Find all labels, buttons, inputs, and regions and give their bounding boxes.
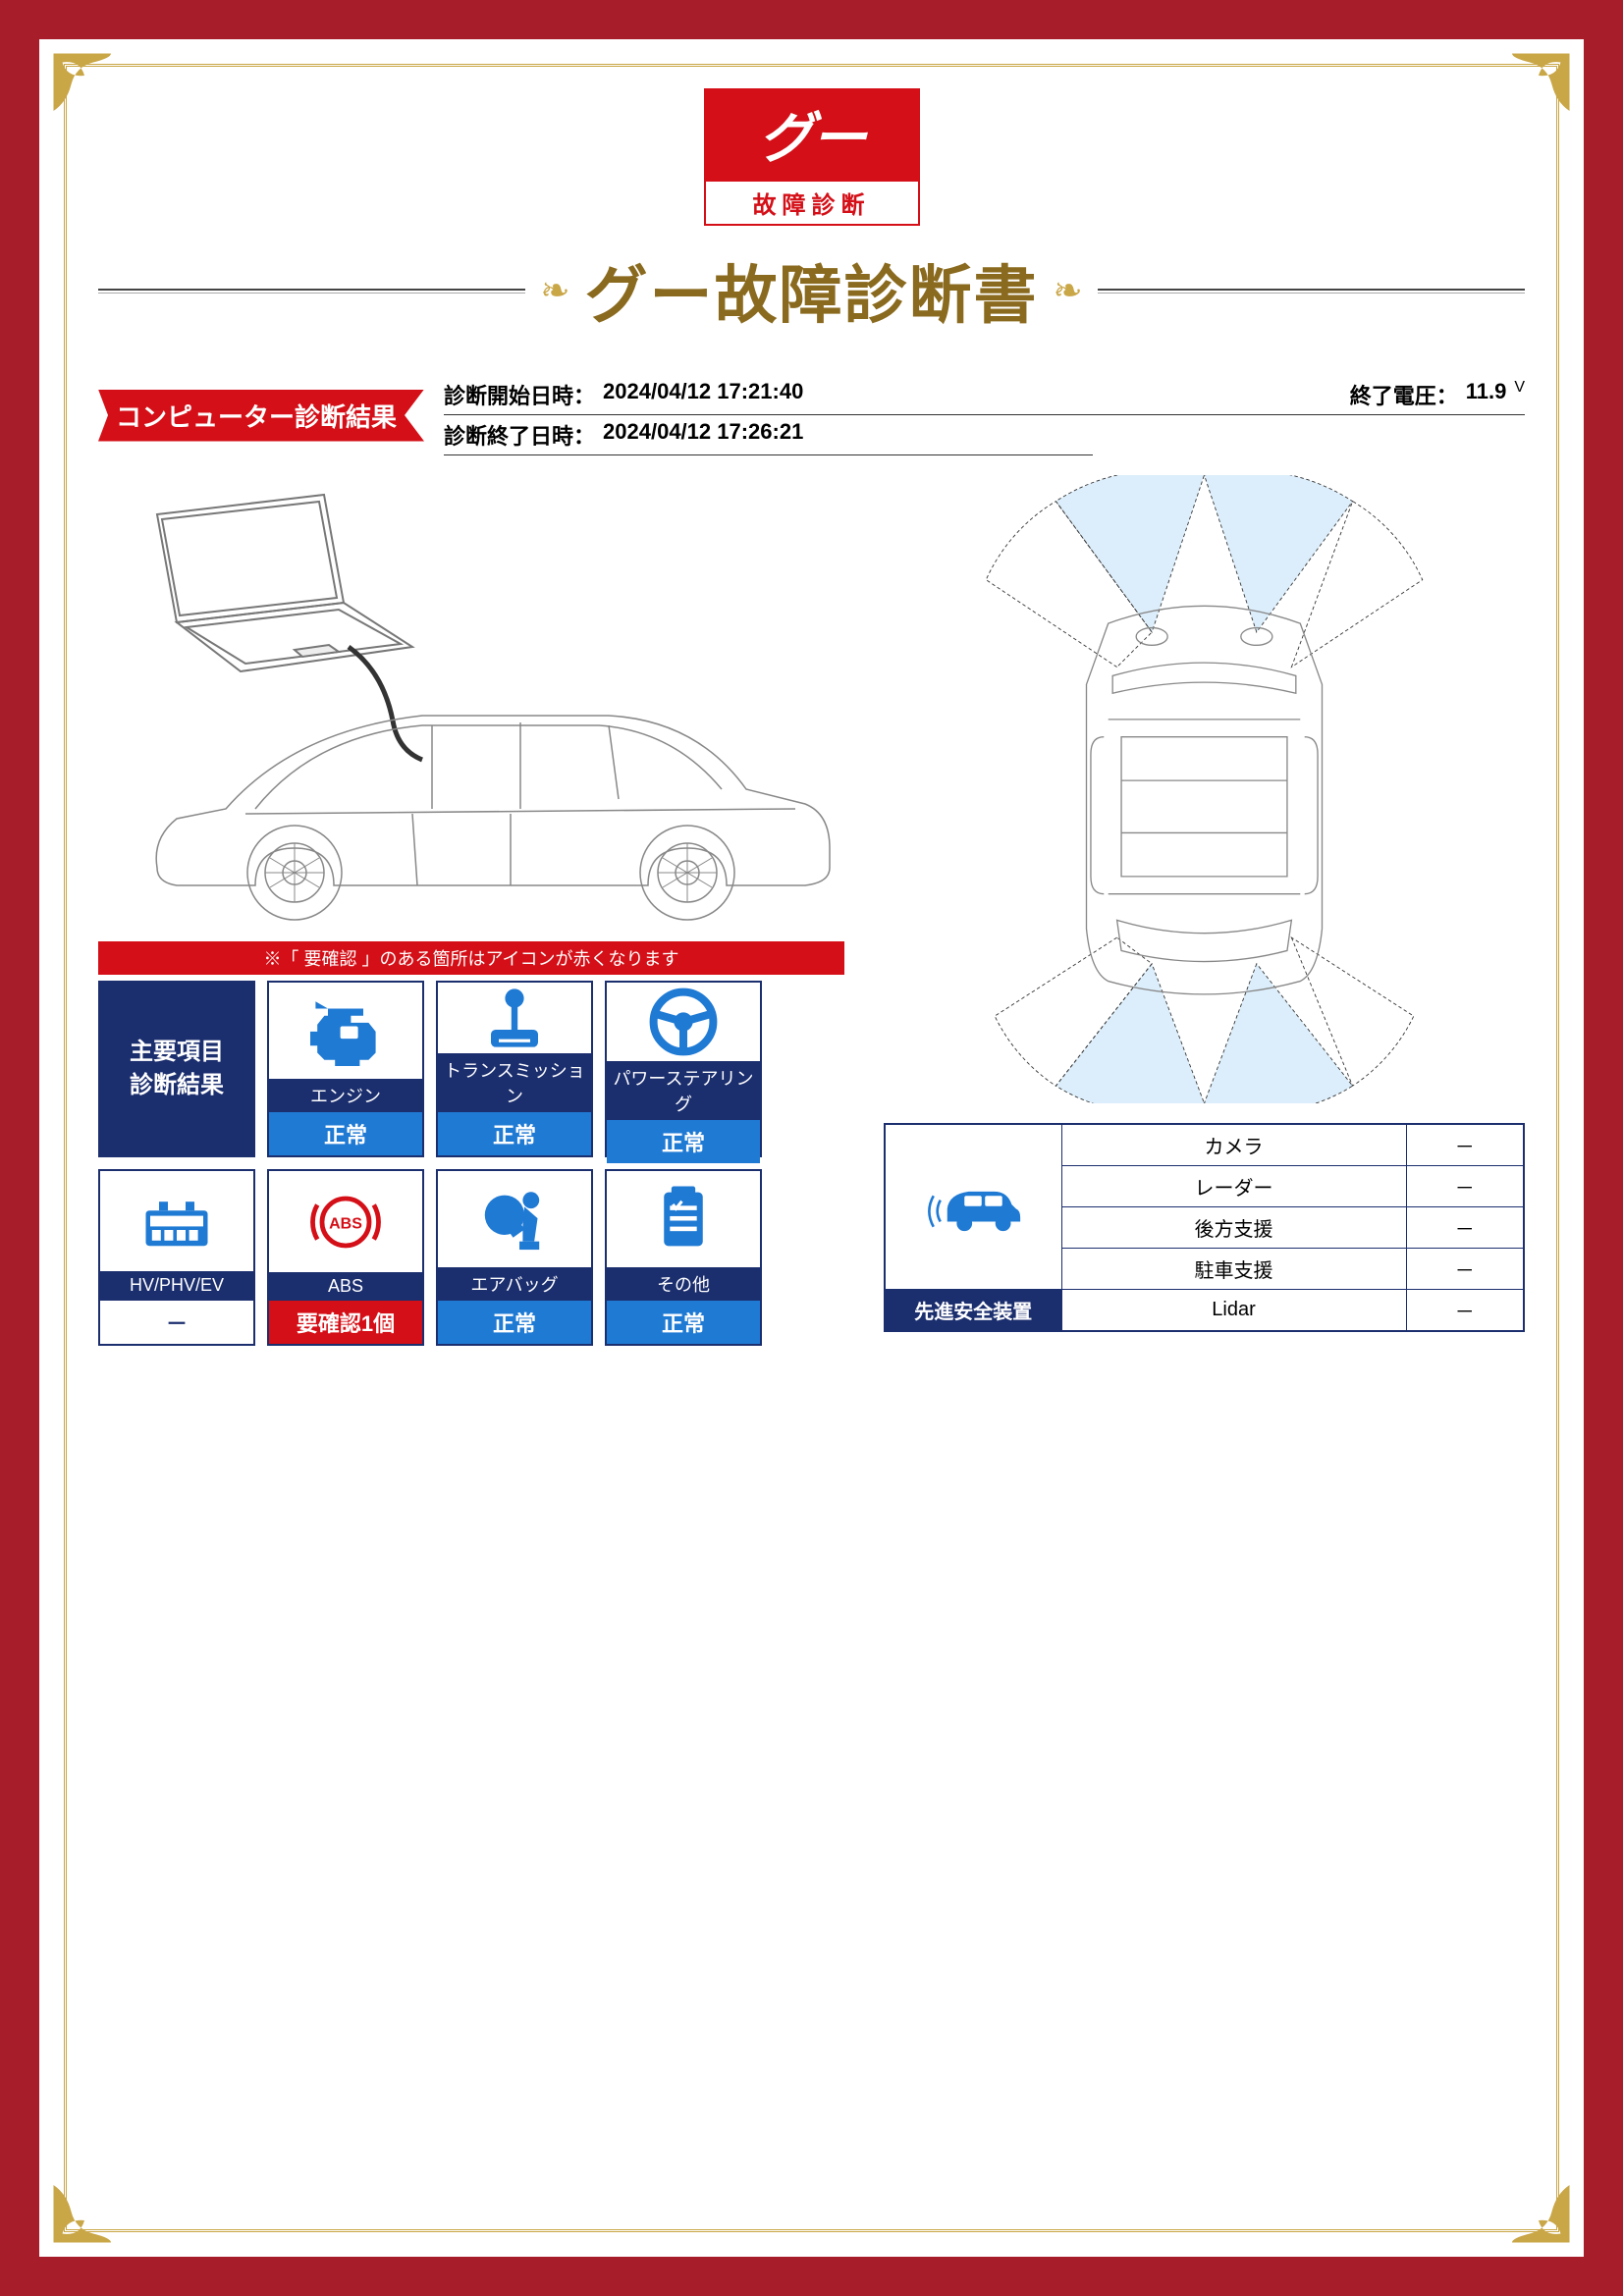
car-top-view [884,475,1525,1103]
safety-car-icon-cell [885,1124,1061,1290]
inner-frame: グー 故障診断 ❧ グー故障診断書 ❧ コンピューター診断結果 診断開始日時： … [39,39,1584,2257]
diagram-right: カメラ － レーダー－ 後方支援－ 駐車支援－ 先進安全装置 Lidar － [884,475,1525,1346]
airbag-icon [438,1171,591,1267]
diagnostic-icon-grid: 主要項目診断結果 エンジン 正常 トランスミッション 正常 パワーステアリング … [98,981,844,1346]
header-card-text: 主要項目診断結果 [130,1036,224,1101]
engine-icon [269,983,422,1079]
diagnostic-label: パワーステアリング [607,1061,760,1120]
diagnostic-label: エンジン [269,1079,422,1112]
safety-row-label: 駐車支援 [1061,1249,1406,1290]
safety-row-label: 後方支援 [1061,1207,1406,1249]
diagnostic-status: 正常 [438,1112,591,1155]
diagram-row: ※「 要確認 」のある箇所はアイコンが赤くなります 主要項目診断結果 エンジン … [98,475,1525,1346]
flourish-right-icon: ❧ [1054,270,1083,311]
corner-ornament-br [1486,2159,1574,2247]
icon-note-bar: ※「 要確認 」のある箇所はアイコンが赤くなります [98,941,844,975]
safety-table: カメラ － レーダー－ 後方支援－ 駐車支援－ 先進安全装置 Lidar － [884,1123,1525,1332]
diagnostic-status: 正常 [269,1112,422,1155]
safety-header: 先進安全装置 [885,1290,1061,1332]
section-header: コンピューター診断結果 診断開始日時： 2024/04/12 17:21:40 … [98,375,1525,455]
diagnostic-status: 正常 [607,1301,760,1344]
diagnostic-card-airbag: エアバッグ 正常 [436,1169,593,1346]
diagnostic-status: 正常 [438,1301,591,1344]
meta-column: 診断開始日時： 2024/04/12 17:21:40 終了電圧： 11.9 V… [444,375,1525,455]
logo: グー 故障診断 [704,88,920,226]
diagnostic-card-steering: パワーステアリング 正常 [605,981,762,1157]
start-value: 2024/04/12 17:21:40 [603,379,803,410]
diagnostic-label: エアバッグ [438,1267,591,1301]
laptop-car-illustration [98,475,844,927]
voltage-unit: V [1514,379,1525,410]
section-ribbon: コンピューター診断結果 [98,390,424,442]
end-value: 2024/04/12 17:26:21 [603,419,803,451]
diagnostic-label: その他 [607,1267,760,1301]
voltage-label: 終了電圧： [1350,379,1458,410]
safety-row-value: － [1406,1249,1524,1290]
safety-table-wrap: カメラ － レーダー－ 後方支援－ 駐車支援－ 先進安全装置 Lidar － [884,1123,1525,1332]
svg-text:ABS: ABS [329,1215,362,1232]
content-area: グー 故障診断 ❧ グー故障診断書 ❧ コンピューター診断結果 診断開始日時： … [59,59,1564,1375]
diagnostic-card-engine: エンジン 正常 [267,981,424,1157]
diagnostic-card-hvev: HV/PHV/EV － [98,1169,255,1346]
meta-line-1: 診断開始日時： 2024/04/12 17:21:40 終了電圧： 11.9 V [444,375,1525,415]
hvev-icon [100,1171,253,1271]
title-row: ❧ グー故障診断書 ❧ [98,245,1525,336]
diagnostic-status: 要確認1個 [269,1301,422,1344]
safety-car-icon [914,1170,1032,1239]
abs-icon: ABS [269,1171,422,1272]
diagnostic-label: ABS [269,1272,422,1301]
flourish-left-icon: ❧ [540,270,569,311]
logo-bottom: 故障診断 [706,182,918,224]
diagnostic-card-other: その他 正常 [605,1169,762,1346]
diagnostic-label: トランスミッション [438,1053,591,1112]
diagnostic-status: － [100,1300,253,1344]
meta-line-2: 診断終了日時： 2024/04/12 17:26:21 [444,415,1093,455]
title-rule-right [1098,289,1525,294]
other-icon [607,1171,760,1267]
steering-icon [607,983,760,1061]
outer-frame: グー 故障診断 ❧ グー故障診断書 ❧ コンピューター診断結果 診断開始日時： … [0,0,1623,2296]
diagnostic-card-abs: ABS ABS 要確認1個 [267,1169,424,1346]
safety-row-value: － [1406,1124,1524,1166]
corner-ornament-bl [49,2159,137,2247]
safety-row-label: レーダー [1061,1166,1406,1207]
start-label: 診断開始日時： [444,379,595,410]
diagnostic-card-transmission: トランスミッション 正常 [436,981,593,1157]
logo-top: グー [706,90,918,182]
safety-row-label: カメラ [1061,1124,1406,1166]
safety-row-value: － [1406,1207,1524,1249]
page-title: グー故障診断書 [585,245,1039,336]
diagnostic-status: 正常 [607,1120,760,1163]
safety-row-value: － [1406,1290,1524,1332]
diagnostic-header-card: 主要項目診断結果 [98,981,255,1157]
end-label: 診断終了日時： [444,419,595,451]
diagnostic-label: HV/PHV/EV [100,1271,253,1300]
safety-row-value: － [1406,1166,1524,1207]
safety-row-label: Lidar [1061,1290,1406,1332]
voltage-value: 11.9 [1466,379,1507,410]
title-rule-left [98,289,525,294]
transmission-icon [438,983,591,1053]
diagram-left: ※「 要確認 」のある箇所はアイコンが赤くなります 主要項目診断結果 エンジン … [98,475,844,1346]
